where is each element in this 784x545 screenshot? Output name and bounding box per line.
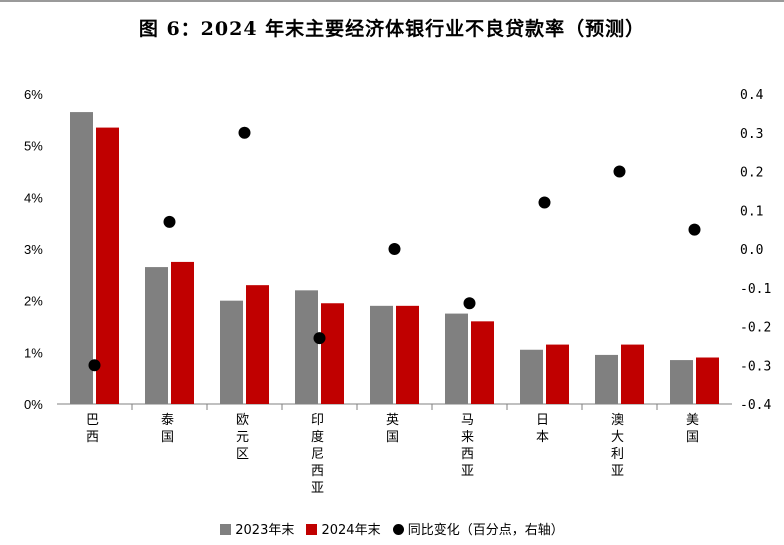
legend-item-2024: 2024年末 — [306, 519, 380, 538]
legend: 2023年末 2024年末 同比变化（百分点，右轴） — [0, 519, 784, 538]
category-label: 日本 — [536, 413, 549, 445]
category-label: 澳大利亚 — [611, 412, 624, 479]
change-dot — [89, 359, 101, 371]
left-tick-label: 1% — [24, 345, 43, 360]
bar-2024 — [696, 358, 719, 405]
legend-dot-icon — [393, 524, 404, 535]
left-tick-label: 2% — [24, 294, 43, 309]
category-label: 英国 — [386, 413, 399, 445]
left-tick-label: 5% — [24, 139, 43, 154]
bar-2023 — [595, 355, 618, 404]
category-label: 巴西 — [86, 413, 99, 445]
bar-2023 — [295, 290, 318, 404]
change-dot — [164, 216, 176, 228]
right-tick-label: -0.1 — [740, 282, 771, 297]
bar-2024 — [171, 262, 194, 404]
change-dot — [689, 224, 701, 236]
change-dot — [539, 197, 551, 209]
change-dot — [464, 297, 476, 309]
bar-2023 — [220, 301, 243, 404]
bar-2024 — [471, 321, 494, 404]
right-tick-label: 0.3 — [740, 127, 763, 142]
change-dot — [389, 243, 401, 255]
legend-label-2024: 2024年末 — [321, 523, 380, 538]
change-dot — [239, 127, 251, 139]
bar-2023 — [445, 314, 468, 404]
change-dot — [614, 166, 626, 178]
bar-2023 — [670, 360, 693, 404]
left-tick-label: 3% — [24, 242, 43, 257]
bar-2023 — [370, 306, 393, 404]
left-tick-label: 4% — [24, 190, 43, 205]
bar-2023 — [520, 350, 543, 404]
right-tick-label: 0.1 — [740, 204, 763, 219]
right-tick-label: -0.2 — [740, 321, 771, 336]
legend-swatch-2023 — [220, 524, 231, 535]
bar-2024 — [246, 285, 269, 404]
category-label: 马来西亚 — [461, 413, 474, 479]
change-dot — [314, 332, 326, 344]
left-tick-label: 0% — [24, 397, 43, 412]
category-label: 印度尼西亚 — [311, 413, 324, 496]
right-tick-label: 0.0 — [740, 243, 763, 258]
left-tick-label: 6% — [24, 87, 43, 102]
bar-2024 — [396, 306, 419, 404]
bar-2024 — [546, 345, 569, 404]
bar-2023 — [145, 267, 168, 404]
legend-swatch-2024 — [306, 524, 317, 535]
legend-label-2023: 2023年末 — [235, 523, 294, 538]
legend-item-change: 同比变化（百分点，右轴） — [393, 519, 564, 538]
legend-item-2023: 2023年末 — [220, 519, 294, 538]
bar-2023 — [70, 112, 93, 404]
right-tick-label: -0.3 — [740, 359, 771, 374]
legend-label-change: 同比变化（百分点，右轴） — [408, 523, 564, 538]
bar-2024 — [621, 345, 644, 404]
category-label: 欧元区 — [236, 413, 249, 462]
category-label: 美国 — [686, 413, 699, 445]
right-tick-label: -0.4 — [740, 398, 771, 413]
right-tick-label: 0.4 — [740, 88, 764, 103]
bar-2024 — [321, 303, 344, 404]
category-label: 泰国 — [161, 413, 174, 445]
right-tick-label: 0.2 — [740, 166, 763, 181]
